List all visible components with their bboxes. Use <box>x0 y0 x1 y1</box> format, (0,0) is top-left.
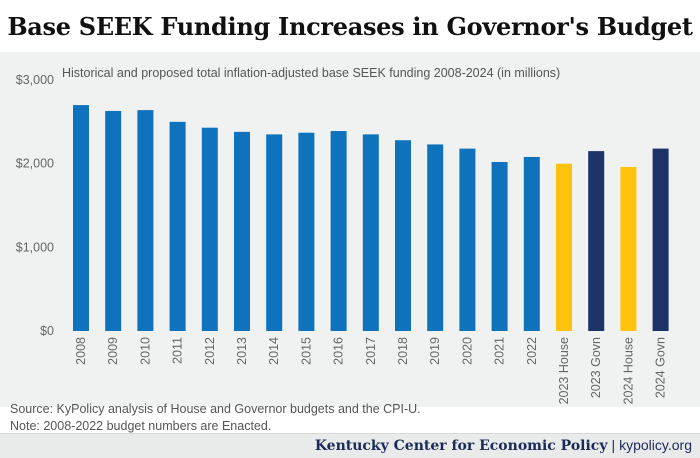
bar <box>266 134 283 331</box>
bar <box>652 148 669 331</box>
chart-title: Base SEEK Funding Increases in Governor'… <box>7 12 693 41</box>
bar <box>137 110 154 331</box>
bar <box>362 134 379 331</box>
x-tick-label: 2008 <box>74 337 88 365</box>
bar <box>491 161 508 331</box>
source-note: Source: KyPolicy analysis of House and G… <box>10 401 421 435</box>
bar <box>298 132 315 331</box>
bar <box>556 163 572 331</box>
x-tick-label: 2010 <box>138 337 152 365</box>
y-tick-label: $2,000 <box>16 157 54 171</box>
bar <box>234 131 250 331</box>
bar-chart: Historical and proposed total inflation-… <box>16 66 669 404</box>
bar <box>427 144 444 331</box>
bar <box>169 121 186 331</box>
bar <box>523 156 540 331</box>
x-tick-label: 2012 <box>203 337 217 365</box>
x-tick-label: 2021 <box>493 337 507 365</box>
x-tick-label: 2017 <box>364 337 378 365</box>
bar <box>620 167 637 331</box>
x-tick-label: 2014 <box>267 337 281 365</box>
brand: Kentucky Center for Economic Policy | kypo… <box>315 437 692 455</box>
y-tick-label: $0 <box>40 324 54 338</box>
x-tick-label: 2023 House <box>557 337 571 404</box>
x-tick-label: 2024 Govn <box>654 337 668 398</box>
chart-subtitle: Historical and proposed total inflation-… <box>62 66 560 80</box>
org-name: Kentucky Center for Economic Policy <box>314 438 608 454</box>
x-tick-label: 2018 <box>396 337 410 365</box>
x-tick-label: 2015 <box>299 337 313 365</box>
note-line: Note: 2008-2022 budget numbers are Enact… <box>10 419 272 433</box>
y-tick-label: $1,000 <box>16 240 54 254</box>
chart-panel: Historical and proposed total inflation-… <box>0 52 700 407</box>
x-tick-label: 2009 <box>106 337 120 365</box>
x-tick-label: 2016 <box>332 337 346 365</box>
bar <box>395 140 411 331</box>
source-line: Source: KyPolicy analysis of House and G… <box>10 402 421 416</box>
x-tick-label: 2020 <box>460 337 474 365</box>
y-tick-label: $3,000 <box>16 73 54 87</box>
bar <box>201 127 218 331</box>
bar <box>73 105 89 331</box>
x-tick-label: 2011 <box>171 337 185 364</box>
bar <box>330 131 347 331</box>
x-tick-label: 2024 House <box>621 337 635 404</box>
org-url[interactable]: kypolicy.org <box>619 437 692 453</box>
bar <box>588 151 605 331</box>
bar <box>459 148 476 331</box>
footer-bar: Kentucky Center for Economic Policy | kypo… <box>0 433 700 458</box>
brand-separator: | <box>611 437 616 453</box>
x-tick-label: 2022 <box>525 337 539 365</box>
x-tick-label: 2013 <box>235 337 249 365</box>
bar <box>105 110 122 331</box>
x-tick-label: 2019 <box>428 337 442 365</box>
x-tick-label: 2023 Govn <box>589 337 603 398</box>
